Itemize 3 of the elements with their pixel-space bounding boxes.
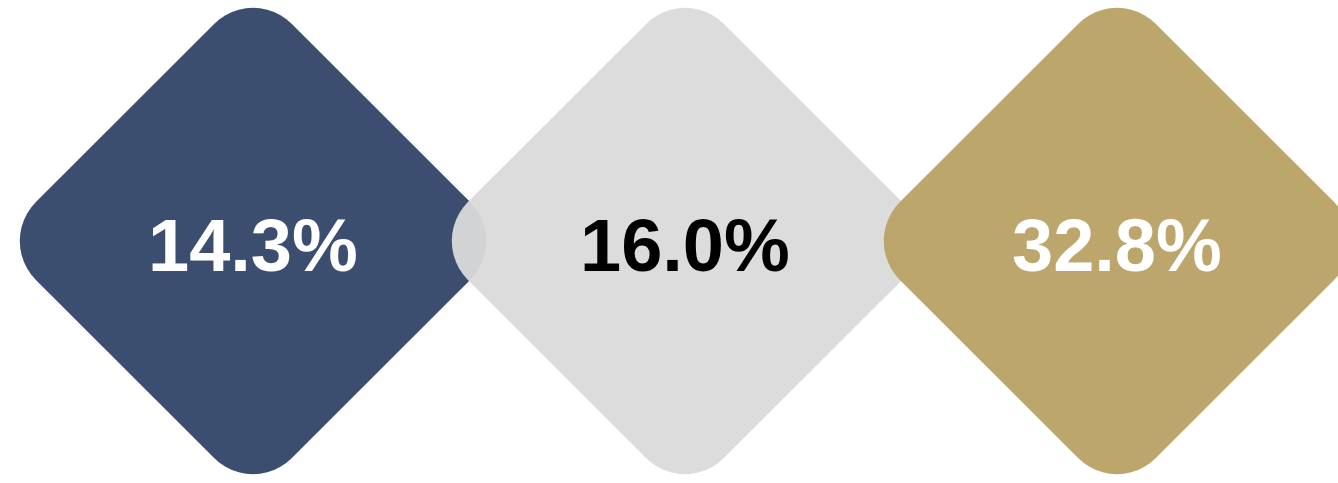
data-label: 14.3% — [148, 204, 358, 287]
data-label: 32.8% — [1012, 204, 1222, 287]
data-label: 16.0% — [580, 204, 790, 287]
